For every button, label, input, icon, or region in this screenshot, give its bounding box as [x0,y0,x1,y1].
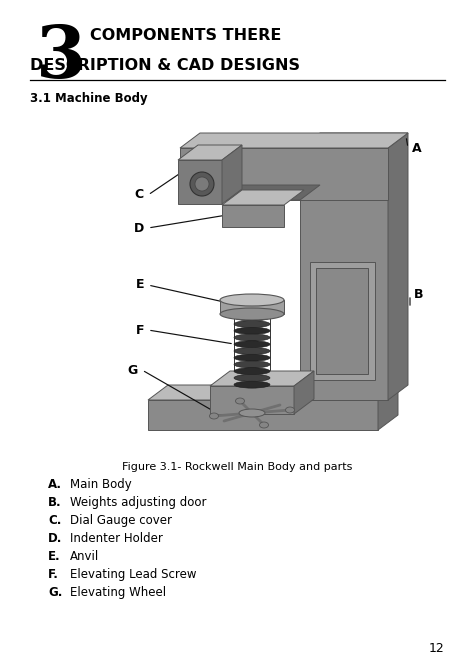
Text: Main Body: Main Body [70,478,132,491]
Text: A.: A. [48,478,62,491]
Ellipse shape [239,409,265,417]
Ellipse shape [234,368,270,375]
Polygon shape [178,145,242,160]
Text: G: G [128,364,138,377]
Text: Elevating Lead Screw: Elevating Lead Screw [70,568,197,581]
Bar [300,148,388,400]
Text: E: E [136,279,144,291]
Text: Weights adjusting door: Weights adjusting door [70,496,207,509]
Bar [222,205,284,227]
Bar [220,300,284,314]
Ellipse shape [234,334,270,341]
Bar [178,160,222,204]
Ellipse shape [234,375,270,381]
Text: Figure 3.1- Rockwell Main Body and parts: Figure 3.1- Rockwell Main Body and parts [122,462,352,472]
Text: C: C [135,188,144,202]
Text: Elevating Wheel: Elevating Wheel [70,586,166,599]
Bar [310,262,375,380]
Polygon shape [180,133,408,148]
Text: 12: 12 [428,642,444,655]
Ellipse shape [234,341,270,348]
Ellipse shape [234,361,270,368]
Text: F: F [136,324,144,336]
Text: Dial Gauge cover: Dial Gauge cover [70,514,172,527]
Ellipse shape [236,398,245,404]
Ellipse shape [234,314,270,321]
Ellipse shape [220,294,284,306]
Polygon shape [222,145,242,204]
Ellipse shape [210,413,219,419]
Ellipse shape [234,320,270,328]
Text: B.: B. [48,496,62,509]
Ellipse shape [220,308,284,320]
Text: D.: D. [48,532,63,545]
Ellipse shape [234,381,270,388]
Ellipse shape [234,348,270,354]
Text: F.: F. [48,568,59,581]
Ellipse shape [234,354,270,361]
Bar [148,400,378,430]
Text: COMPONENTS THERE: COMPONENTS THERE [90,28,282,43]
Bar [210,386,294,414]
Bar [180,148,388,200]
Text: G.: G. [48,586,63,599]
Text: A: A [412,141,422,155]
Polygon shape [388,133,408,400]
Polygon shape [222,190,304,205]
Polygon shape [378,385,398,430]
Polygon shape [148,385,398,400]
Text: C.: C. [48,514,61,527]
Ellipse shape [285,407,294,413]
Text: B: B [414,289,423,302]
Text: Indenter Holder: Indenter Holder [70,532,163,545]
Polygon shape [180,185,320,200]
Ellipse shape [195,177,209,191]
Polygon shape [294,371,314,414]
Ellipse shape [259,422,268,428]
Text: D: D [134,222,144,234]
Ellipse shape [234,328,270,334]
Polygon shape [300,133,408,148]
Text: Anvil: Anvil [70,550,99,563]
Bar [316,268,368,374]
Text: E.: E. [48,550,61,563]
Text: DESCRIPTION & CAD DESIGNS: DESCRIPTION & CAD DESIGNS [30,58,300,73]
Text: 3: 3 [36,22,86,93]
Polygon shape [210,371,314,386]
Text: 3.1 Machine Body: 3.1 Machine Body [30,92,147,105]
Ellipse shape [190,172,214,196]
